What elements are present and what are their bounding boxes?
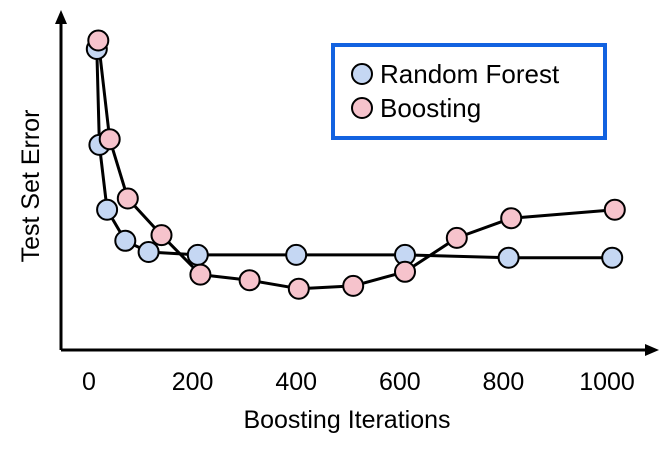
data-point-boosting	[87, 29, 110, 52]
data-point-random-forest	[285, 243, 308, 266]
x-tick-label: 1000	[579, 368, 635, 396]
x-tick-labels: 0 200 400 600 800 1000	[82, 368, 635, 396]
x-tick-label: 400	[275, 368, 317, 396]
data-point-random-forest	[114, 229, 137, 252]
axes	[55, 10, 659, 356]
data-point-boosting	[287, 277, 310, 300]
data-point-random-forest	[96, 198, 119, 221]
data-point-boosting	[500, 207, 523, 230]
data-point-boosting	[189, 263, 212, 286]
data-point-random-forest	[601, 246, 624, 269]
data-point-boosting	[116, 187, 139, 210]
x-tick-label: 800	[483, 368, 525, 396]
data-point-boosting	[394, 260, 416, 283]
data-point-boosting	[445, 226, 468, 249]
data-point-random-forest	[497, 246, 520, 269]
data-point-boosting	[342, 274, 365, 297]
series-line-random-forest	[95, 48, 613, 260]
series-layer	[85, 29, 626, 300]
legend-label-boosting: Boosting	[380, 93, 481, 123]
y-axis-title: Test Set Error	[17, 110, 45, 263]
x-axis-title: Boosting Iterations	[243, 406, 450, 434]
data-point-boosting	[603, 198, 626, 221]
data-point-boosting	[98, 128, 121, 151]
data-point-random-forest	[186, 243, 209, 266]
x-axis-arrow	[645, 344, 659, 356]
data-point-boosting	[150, 224, 173, 247]
data-point-random-forest	[137, 241, 160, 263]
legend-marker-boosting	[351, 97, 373, 119]
legend: Random Forest Boosting	[331, 43, 607, 140]
legend-box	[331, 43, 607, 140]
x-tick-label: 600	[379, 368, 421, 396]
data-point-boosting	[238, 269, 261, 292]
legend-label-random-forest: Random Forest	[380, 59, 560, 89]
x-tick-label: 200	[172, 368, 214, 396]
y-axis-arrow	[55, 10, 67, 24]
legend-marker-random-forest	[351, 63, 373, 85]
x-tick-label: 0	[82, 368, 96, 396]
